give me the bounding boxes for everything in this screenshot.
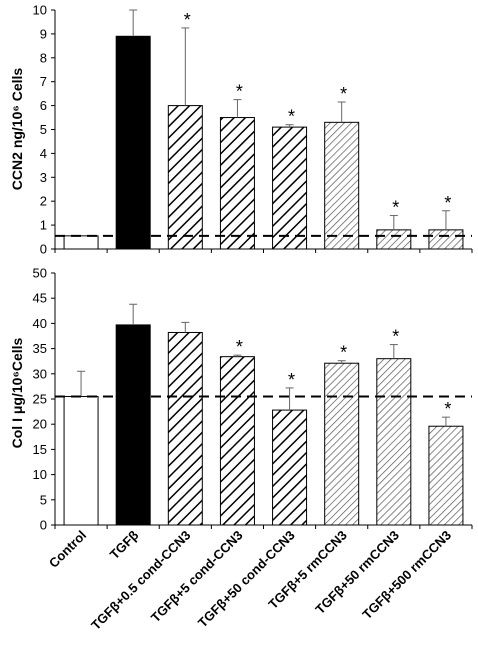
ccn2-significance-mark: * bbox=[184, 10, 191, 30]
col1-y-tick-label: 0 bbox=[40, 518, 47, 533]
ccn2-y-tick-label: 7 bbox=[40, 74, 47, 89]
ccn2-y-tick-label: 9 bbox=[40, 26, 47, 41]
category-label: TGFβ+500 rmCCN3 bbox=[359, 528, 454, 623]
col1-significance-mark: * bbox=[236, 337, 243, 357]
col1-y-tick-label: 20 bbox=[33, 417, 47, 432]
col1-y-tick-label: 30 bbox=[33, 366, 47, 381]
ccn2-bar bbox=[115, 35, 151, 250]
panel-ccn2: * * * * * * 0 1 2 3 4 5 6 7 8 9 10 CCN2 ng/10⁶ Cells bbox=[9, 3, 473, 257]
ccn2-significance-mark: * bbox=[392, 198, 399, 218]
ccn2-y-tick-label: 5 bbox=[40, 122, 47, 137]
ccn2-bar bbox=[63, 235, 99, 250]
col1-significance-mark: * bbox=[340, 343, 347, 363]
col1-bar bbox=[324, 362, 360, 526]
panel-col1-axis: 0 5 10 15 20 25 30 35 40 45 50 bbox=[33, 266, 473, 533]
col1-significance-mark: * bbox=[392, 327, 399, 347]
col1-bar bbox=[115, 324, 151, 526]
ccn2-y-tick-label: 1 bbox=[40, 218, 47, 233]
col1-y-tick-label: 40 bbox=[33, 316, 47, 331]
ccn2-significance-mark: * bbox=[236, 82, 243, 102]
col1-y-tick-label: 45 bbox=[33, 291, 47, 306]
panel-ccn2-y-label: CCN2 ng/10⁶ Cells bbox=[9, 68, 25, 191]
col1-bar bbox=[63, 395, 99, 526]
ccn2-y-tick-label: 6 bbox=[40, 98, 47, 113]
col1-bar bbox=[428, 425, 464, 526]
col1-y-tick-label: 35 bbox=[33, 341, 47, 356]
category-label: TGFβ+50 cond-CCN3 bbox=[195, 528, 298, 631]
category-label: TGFβ bbox=[107, 527, 142, 562]
col1-y-tick-label: 5 bbox=[40, 492, 47, 507]
col1-significance-mark: * bbox=[288, 370, 295, 390]
category-label: TGFβ+5 cond-CCN3 bbox=[148, 528, 246, 626]
ccn2-bar bbox=[428, 229, 464, 250]
ccn2-bar bbox=[324, 121, 360, 250]
ccn2-y-tick-label: 8 bbox=[40, 50, 47, 65]
ccn2-significance-mark: * bbox=[288, 107, 295, 127]
col1-significance-mark: * bbox=[444, 399, 451, 419]
panel-col1-bars: * * * * * bbox=[63, 303, 464, 526]
ccn2-y-tick-label: 2 bbox=[40, 194, 47, 209]
col1-y-tick-label: 50 bbox=[33, 266, 47, 281]
col1-bar bbox=[272, 409, 308, 526]
ccn2-bar bbox=[272, 126, 308, 250]
ccn2-y-tick-label: 3 bbox=[40, 170, 47, 185]
col1-bar bbox=[219, 356, 255, 526]
category-label: TGFβ+0.5 cond-CCN3 bbox=[88, 528, 193, 633]
ccn2-bar bbox=[167, 105, 203, 250]
category-label: Control bbox=[46, 528, 89, 571]
ccn2-y-tick-label: 4 bbox=[40, 146, 47, 161]
col1-bar bbox=[167, 331, 203, 526]
ccn2-bar bbox=[376, 229, 412, 250]
ccn2-significance-mark: * bbox=[444, 193, 451, 213]
panel-col1: * * * * * 0 5 10 15 20 25 30 35 40 45 50 Col I μg/10⁶C… bbox=[9, 266, 473, 533]
ccn2-y-tick-label: 10 bbox=[33, 3, 47, 18]
panel-col1-y-label: Col I μg/10⁶Cells bbox=[9, 337, 25, 448]
panel-ccn2-axis: 0 1 2 3 4 5 6 7 8 9 10 bbox=[33, 3, 473, 257]
ccn2-significance-mark: * bbox=[340, 84, 347, 104]
col1-y-tick-label: 10 bbox=[33, 467, 47, 482]
panel-ccn2-bars: * * * * * * bbox=[63, 9, 464, 250]
col1-y-tick-label: 15 bbox=[33, 442, 47, 457]
col1-bar bbox=[376, 358, 412, 526]
col1-y-tick-label: 25 bbox=[33, 392, 47, 407]
ccn2-bar bbox=[219, 117, 255, 250]
ccn2-y-tick-label: 0 bbox=[40, 242, 47, 257]
